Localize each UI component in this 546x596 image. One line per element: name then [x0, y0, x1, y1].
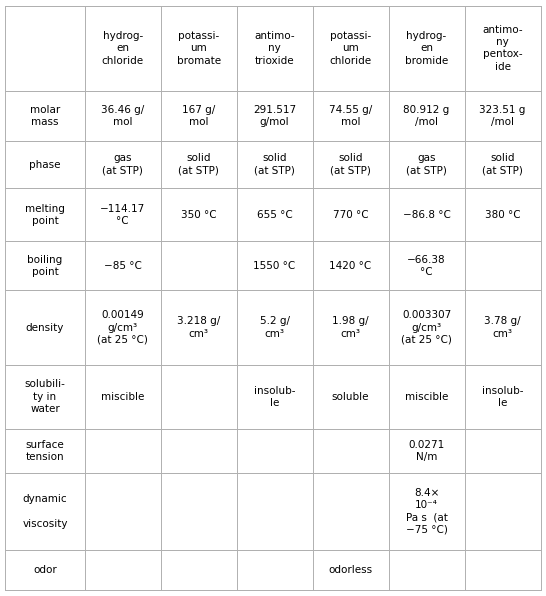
Text: 291.517
g/mol: 291.517 g/mol [253, 105, 296, 127]
Text: 1550 °C: 1550 °C [253, 261, 296, 271]
Text: 323.51 g
/mol: 323.51 g /mol [479, 105, 526, 127]
Text: solubili-
ty in
water: solubili- ty in water [25, 380, 66, 414]
Text: dynamic

viscosity: dynamic viscosity [22, 494, 68, 529]
Text: antimo-
ny
trioxide: antimo- ny trioxide [254, 31, 295, 66]
Text: density: density [26, 322, 64, 333]
Text: surface
tension: surface tension [26, 440, 64, 462]
Text: 80.912 g
/mol: 80.912 g /mol [403, 105, 450, 127]
Text: 74.55 g/
mol: 74.55 g/ mol [329, 105, 372, 127]
Text: hydrog-
en
bromide: hydrog- en bromide [405, 31, 448, 66]
Text: 3.218 g/
cm³: 3.218 g/ cm³ [177, 316, 220, 339]
Text: molar
mass: molar mass [30, 105, 60, 127]
Text: −66.38
°C: −66.38 °C [407, 254, 446, 277]
Text: antimo-
ny
pentox-
ide: antimo- ny pentox- ide [482, 24, 523, 72]
Text: −85 °C: −85 °C [104, 261, 141, 271]
Text: odorless: odorless [329, 565, 373, 575]
Text: solid
(at STP): solid (at STP) [254, 153, 295, 176]
Text: 380 °C: 380 °C [485, 210, 520, 220]
Text: soluble: soluble [332, 392, 369, 402]
Text: miscible: miscible [101, 392, 144, 402]
Text: −114.17
°C: −114.17 °C [100, 204, 145, 226]
Text: potassi-
um
chloride: potassi- um chloride [330, 31, 372, 66]
Text: 1.98 g/
cm³: 1.98 g/ cm³ [333, 316, 369, 339]
Text: 167 g/
mol: 167 g/ mol [182, 105, 215, 127]
Text: hydrog-
en
chloride: hydrog- en chloride [102, 31, 144, 66]
Text: potassi-
um
bromate: potassi- um bromate [176, 31, 221, 66]
Text: insolub-
le: insolub- le [254, 386, 295, 408]
Text: boiling
point: boiling point [27, 254, 63, 277]
Text: −86.8 °C: −86.8 °C [402, 210, 450, 220]
Text: 0.003307
g/cm³
(at 25 °C): 0.003307 g/cm³ (at 25 °C) [401, 310, 452, 345]
Text: 5.2 g/
cm³: 5.2 g/ cm³ [259, 316, 289, 339]
Text: gas
(at STP): gas (at STP) [406, 153, 447, 176]
Text: 770 °C: 770 °C [333, 210, 369, 220]
Text: odor: odor [33, 565, 57, 575]
Text: 0.00149
g/cm³
(at 25 °C): 0.00149 g/cm³ (at 25 °C) [97, 310, 148, 345]
Text: solid
(at STP): solid (at STP) [482, 153, 523, 176]
Text: 36.46 g/
mol: 36.46 g/ mol [101, 105, 144, 127]
Text: solid
(at STP): solid (at STP) [330, 153, 371, 176]
Text: melting
point: melting point [25, 204, 65, 226]
Text: solid
(at STP): solid (at STP) [178, 153, 219, 176]
Text: 655 °C: 655 °C [257, 210, 293, 220]
Text: miscible: miscible [405, 392, 448, 402]
Text: 8.4×
10⁻⁴
Pa s  (at
−75 °C): 8.4× 10⁻⁴ Pa s (at −75 °C) [406, 488, 448, 535]
Text: 350 °C: 350 °C [181, 210, 216, 220]
Text: phase: phase [29, 160, 61, 170]
Text: 3.78 g/
cm³: 3.78 g/ cm³ [484, 316, 521, 339]
Text: 0.0271
N/m: 0.0271 N/m [408, 440, 444, 462]
Text: gas
(at STP): gas (at STP) [102, 153, 143, 176]
Text: 1420 °C: 1420 °C [329, 261, 372, 271]
Text: insolub-
le: insolub- le [482, 386, 523, 408]
